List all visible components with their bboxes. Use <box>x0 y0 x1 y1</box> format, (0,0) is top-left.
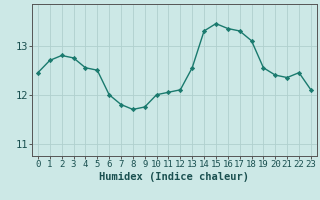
X-axis label: Humidex (Indice chaleur): Humidex (Indice chaleur) <box>100 172 249 182</box>
